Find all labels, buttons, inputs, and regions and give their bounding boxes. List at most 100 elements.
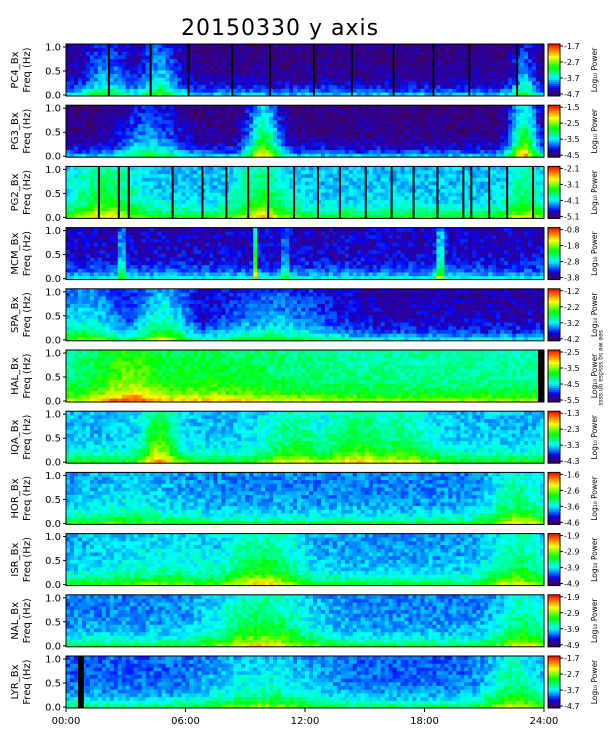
spectrogram-cell — [496, 51, 501, 56]
spectrogram-cell — [97, 153, 103, 158]
spectrogram-cell — [261, 73, 266, 78]
spectrogram-cell — [213, 116, 218, 121]
spectrogram-cell — [297, 73, 302, 78]
spectrogram-cell — [360, 77, 366, 82]
spectrogram-cell — [237, 131, 242, 136]
spectrogram-cell — [444, 192, 449, 197]
spectrogram-cell — [344, 188, 350, 193]
panel-frame — [65, 104, 545, 158]
spectrogram-cell — [436, 153, 441, 158]
spectrogram-cell — [117, 170, 123, 175]
spectrogram-cell — [428, 116, 433, 121]
spectrogram-cell — [368, 62, 374, 67]
spectrogram-cell — [324, 166, 330, 171]
spectrogram-cell — [496, 123, 501, 128]
spectrogram-cell — [320, 55, 326, 60]
spectrogram-cell — [293, 92, 298, 97]
spectrogram-cell — [109, 173, 115, 178]
spectrogram-cell — [368, 170, 374, 175]
spectrogram-cell — [281, 105, 286, 110]
colorbar-segment — [548, 72, 560, 75]
spectrogram-cell — [265, 81, 270, 86]
spectrogram-cell — [165, 146, 170, 151]
spectrogram-cell — [117, 58, 123, 63]
spectrogram-cell — [408, 181, 413, 186]
spectrogram-cell — [484, 84, 489, 89]
spectrogram-cell — [444, 153, 449, 158]
spectrogram-cell — [536, 58, 541, 63]
spectrogram-cell — [205, 120, 210, 125]
spectrogram-cell — [416, 149, 421, 154]
spectrogram-cell — [173, 192, 178, 197]
spectrogram-cell — [121, 188, 127, 193]
colorbar-tick-label: -3.7 — [564, 74, 580, 83]
spectrogram-cell — [157, 62, 162, 67]
spectrogram-cell — [149, 77, 154, 82]
spectrogram-cell — [73, 73, 79, 78]
spectrogram-cell — [225, 55, 230, 60]
spectrogram-cell — [285, 177, 290, 182]
spectrogram-cell — [368, 73, 374, 78]
spectrogram-cell — [181, 138, 186, 143]
spectrogram-cell — [197, 47, 202, 52]
spectrogram-cell — [93, 138, 99, 143]
spectrogram-cell — [320, 138, 326, 143]
spectrogram-cell — [340, 199, 346, 204]
spectrogram-cell — [201, 181, 206, 186]
spectrogram-cell — [456, 116, 461, 121]
spectrogram-cell — [273, 123, 278, 128]
spectrogram-cell — [512, 58, 517, 63]
spectrogram-cell — [245, 131, 250, 136]
spectrogram-cell — [348, 170, 354, 175]
spectrogram-cell — [169, 55, 174, 60]
spectrogram-cell — [197, 44, 202, 49]
spectrogram-cell — [293, 131, 298, 136]
spectrogram-cell — [328, 47, 334, 52]
spectrogram-cell — [277, 44, 282, 49]
spectrogram-cell — [69, 199, 75, 204]
spectrogram-cell — [233, 149, 238, 154]
spectrogram-cell — [273, 210, 278, 215]
spectrogram-cell — [237, 51, 242, 56]
spectrogram-cell — [464, 170, 469, 175]
spectrogram-cell — [245, 58, 250, 63]
colorbar-segment — [548, 70, 560, 73]
spectrogram-cell — [520, 105, 525, 110]
spectrogram-cell — [468, 131, 473, 136]
spectrogram-cell — [372, 44, 377, 49]
spectrogram-cell — [97, 134, 103, 139]
spectrogram-cell — [66, 58, 71, 63]
spectrogram-cell — [66, 112, 71, 117]
spectrogram-cell — [444, 127, 449, 132]
spectrogram-cell — [324, 210, 330, 215]
spectrogram-cell — [352, 127, 358, 132]
spectrogram-cell — [241, 81, 246, 86]
spectrogram-cell — [412, 146, 417, 151]
spectrogram-cell — [157, 138, 162, 143]
spectrogram-cell — [141, 73, 146, 78]
spectrogram-cell — [344, 84, 350, 89]
spectrogram-cell — [181, 108, 186, 113]
spectrogram-cell — [133, 51, 138, 56]
spectrogram-cell — [209, 192, 214, 197]
spectrogram-cell — [332, 184, 338, 189]
spectrogram-cell — [233, 131, 238, 136]
spectrogram-cell — [301, 177, 306, 182]
spectrogram-cell — [217, 134, 222, 139]
spectrogram-cell — [141, 105, 146, 110]
spectrogram-cell — [428, 203, 433, 208]
spectrogram-cell — [221, 47, 226, 52]
spectrogram-cell — [69, 47, 75, 52]
spectrogram-cell — [89, 62, 95, 67]
spectrogram-cell — [436, 92, 441, 97]
spectrogram-cell — [460, 58, 465, 63]
spectrogram-cell — [424, 181, 429, 186]
spectrogram-cell — [408, 146, 413, 151]
spectrogram-cell — [348, 131, 354, 136]
spectrogram-cell — [496, 62, 501, 67]
spectrogram-cell — [464, 44, 469, 49]
spectrogram-cell — [540, 51, 545, 56]
spectrogram-cell — [520, 70, 525, 75]
spectrogram-cell — [404, 142, 409, 147]
spectrogram-cell — [269, 77, 274, 82]
